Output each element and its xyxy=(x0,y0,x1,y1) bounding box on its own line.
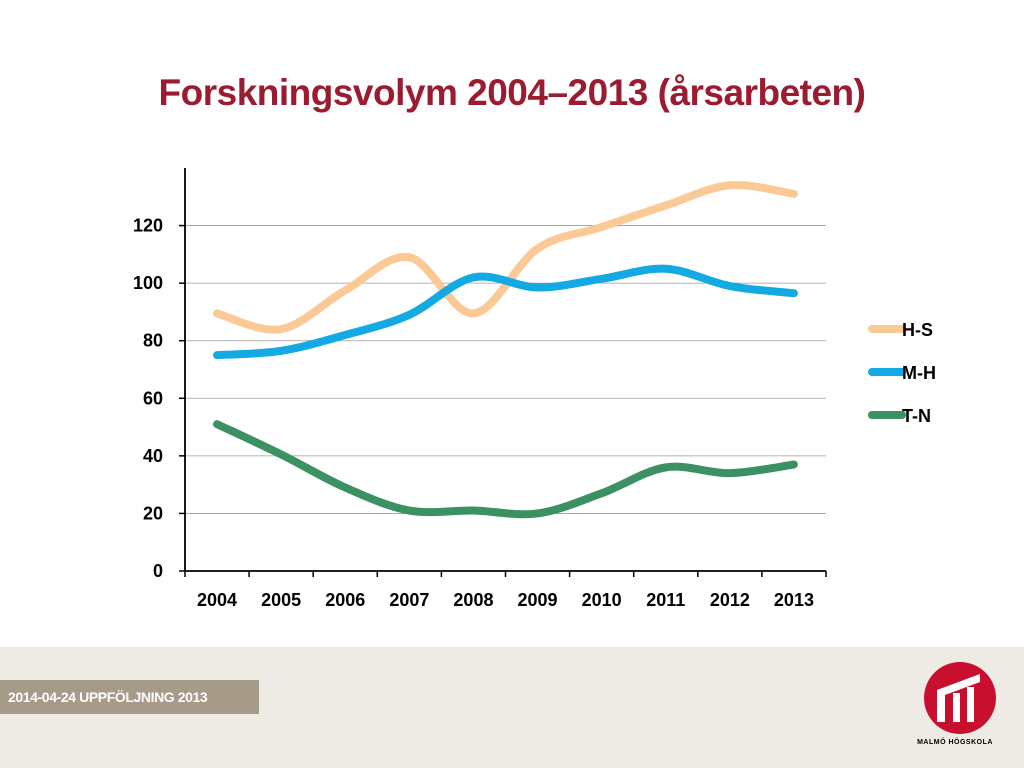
legend-label: T-N xyxy=(902,406,931,426)
x-tick-label: 2004 xyxy=(197,590,237,610)
y-tick-label: 120 xyxy=(133,216,163,236)
y-tick-label: 40 xyxy=(143,446,163,466)
x-tick-label: 2007 xyxy=(389,590,429,610)
line-chart: 0 20 40 60 80 100 120 2004 2005 2006 2007 2008 2009 2… xyxy=(133,168,936,610)
series-line-m-h xyxy=(213,264,798,360)
series-line-t-n xyxy=(213,420,798,519)
y-tick-label: 20 xyxy=(143,503,163,523)
legend-label: M-H xyxy=(902,363,936,383)
x-tick-label: 2009 xyxy=(518,590,558,610)
legend: H-S M-H T-N xyxy=(868,320,936,426)
series-line-h-s xyxy=(213,181,798,334)
y-tick-label: 80 xyxy=(143,331,163,351)
y-tick-label: 60 xyxy=(143,388,163,408)
footer-date-tag: 2014-04-24 UPPFÖLJNING 2013 xyxy=(0,680,259,714)
x-tick-label: 2011 xyxy=(646,590,685,610)
x-tick-label: 2008 xyxy=(453,590,493,610)
x-tick-label: 2013 xyxy=(774,590,814,610)
x-tick-label: 2005 xyxy=(261,590,301,610)
x-tick-label: 2010 xyxy=(582,590,622,610)
x-tick-label: 2006 xyxy=(325,590,365,610)
axes: 0 20 40 60 80 100 120 2004 2005 2006 2007 2008 2009 2… xyxy=(133,168,827,610)
legend-label: H-S xyxy=(902,320,933,340)
slide-title: Forskningsvolym 2004–2013 (årsarbeten) xyxy=(158,72,866,113)
x-tick-label: 2012 xyxy=(710,590,750,610)
y-tick-label: 0 xyxy=(153,561,163,581)
logo-wordmark: MALMÖ HÖGSKOLA xyxy=(917,739,993,746)
series-lines xyxy=(213,181,798,519)
malmo-hogskola-logo xyxy=(924,662,996,734)
y-tick-label: 100 xyxy=(133,273,163,293)
